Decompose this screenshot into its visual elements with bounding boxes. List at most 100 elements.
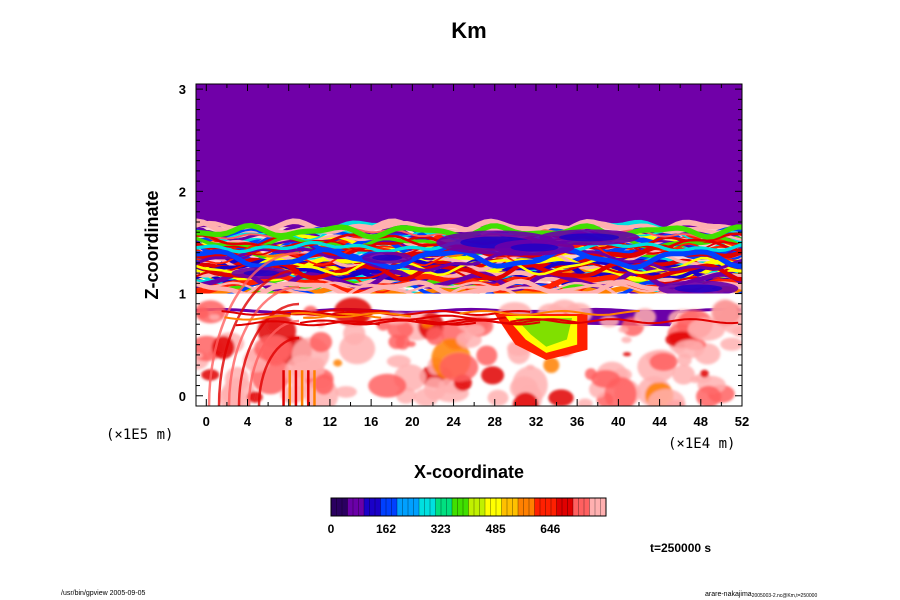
field-lower-streak [392, 314, 507, 321]
field-layer [196, 84, 742, 406]
field-patch [439, 352, 479, 382]
y-tick-label: 3 [179, 82, 186, 97]
x-tick-label: 44 [652, 414, 667, 429]
colorbar-cell [451, 497, 458, 517]
field-patch [368, 373, 407, 398]
colorbar-cell [517, 497, 524, 517]
field-patch [253, 335, 293, 362]
chart-title: Km [451, 18, 486, 43]
colorbar-cell [495, 497, 502, 517]
field-arc [217, 268, 300, 406]
field-mixed-streak [196, 220, 742, 235]
colorbar-cell [385, 497, 392, 517]
colorbar-tick-label: 323 [431, 522, 451, 536]
colorbar-cell [440, 497, 447, 517]
colorbar: 0 162 323 485 646 [328, 497, 607, 536]
colorbar-cell [539, 497, 546, 517]
colorbar-cell [424, 497, 431, 517]
colorbar-cell [358, 497, 365, 517]
field-patch [224, 366, 250, 392]
colorbar-cell [396, 497, 403, 517]
field-patch [333, 359, 343, 367]
colorbar-cell [506, 497, 513, 517]
colorbar-cell [462, 497, 469, 517]
colorbar-cell [330, 497, 337, 517]
y-axis-ticks: 0 1 2 3 [179, 82, 742, 404]
colorbar-cell [429, 497, 436, 517]
colorbar-cell [380, 497, 387, 517]
plot-area [195, 83, 743, 407]
field-patch [720, 337, 742, 351]
y-tick-label: 0 [179, 389, 186, 404]
x-tick-label: 4 [244, 414, 252, 429]
colorbar-cell [589, 497, 596, 517]
field-patch [672, 364, 695, 385]
x-tick-label: 0 [203, 414, 210, 429]
field-patch [696, 385, 722, 406]
colorbar-cell [336, 497, 343, 517]
colorbar-cell [484, 497, 491, 517]
field-patch [543, 357, 560, 374]
colorbar-cell [528, 497, 535, 517]
field-patch [618, 326, 629, 333]
field-blob-core [674, 284, 723, 293]
x-tick-label: 24 [446, 414, 461, 429]
colorbar-cell [347, 497, 354, 517]
field-patch [673, 339, 705, 359]
field-patch [591, 370, 621, 388]
field-lower-streak [331, 318, 578, 325]
plot-frame [195, 83, 743, 407]
field-lower-streak [290, 311, 412, 319]
colorbar-cell [594, 497, 601, 517]
x-tick-label: 8 [285, 414, 292, 429]
field-lower-streak [303, 313, 382, 319]
colorbar-cell [550, 497, 557, 517]
field-blob-core [243, 270, 280, 277]
colorbar-cell [556, 497, 563, 517]
colorbar-cell [435, 497, 442, 517]
field-arcs [207, 251, 316, 406]
colorbar-cells [330, 497, 607, 517]
colorbar-labels: 0 162 323 485 646 [328, 522, 561, 536]
colorbar-cell [600, 497, 607, 517]
colorbar-cell [352, 497, 359, 517]
colorbar-cell [512, 497, 519, 517]
colorbar-cell [468, 497, 475, 517]
colorbar-cell [479, 497, 486, 517]
x-tick-label: 12 [323, 414, 337, 429]
field-patch [209, 314, 220, 320]
colorbar-tick-label: 646 [540, 522, 560, 536]
field-patch [314, 373, 334, 395]
y-unit-label: (×1E5 m) [106, 427, 173, 443]
colorbar-cell [413, 497, 420, 517]
field-patch [406, 341, 416, 347]
colorbar-tick-label: 0 [328, 522, 335, 536]
field-patch [649, 352, 678, 371]
field-upper-region [196, 84, 742, 232]
field-patch [621, 336, 632, 344]
x-tick-label: 20 [405, 414, 419, 429]
colorbar-cell [446, 497, 453, 517]
field-patch [343, 322, 366, 345]
colorbar-cell [523, 497, 530, 517]
field-patch [335, 386, 357, 398]
field-patch [647, 388, 686, 406]
colorbar-cell [374, 497, 381, 517]
field-patch [700, 369, 709, 378]
field-arc [257, 336, 300, 406]
field-patch [423, 377, 446, 401]
colorbar-cell [578, 497, 585, 517]
colorbar-cell [545, 497, 552, 517]
field-lower-streak [415, 319, 477, 326]
field-blob-core [372, 254, 403, 261]
x-axis-label: X-coordinate [414, 462, 524, 482]
field-patch [548, 389, 574, 406]
field-patch [710, 299, 739, 327]
footer-right-main: arare-nakajima [705, 591, 752, 598]
footer-right: arare-nakajima2005003-2.nc@Km,t=250000 [705, 591, 817, 599]
field-mixed-layer [196, 218, 742, 303]
colorbar-cell [490, 497, 497, 517]
field-patch [577, 398, 593, 406]
colorbar-tick-label: 485 [486, 522, 506, 536]
